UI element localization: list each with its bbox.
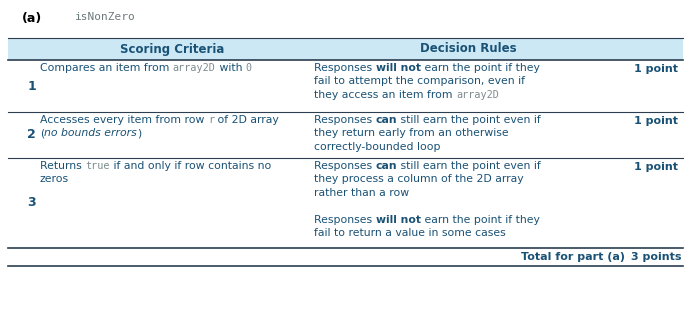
Text: earn the point if they: earn the point if they [421, 63, 540, 73]
Text: Responses: Responses [314, 161, 376, 171]
Text: if and only if row contains no: if and only if row contains no [110, 161, 271, 171]
Text: they process a column of the 2D array: they process a column of the 2D array [314, 174, 524, 184]
Text: fail to return a value in some cases: fail to return a value in some cases [314, 229, 506, 239]
Text: (a): (a) [22, 12, 42, 25]
Text: no bounds errors: no bounds errors [44, 128, 137, 138]
Text: zeros: zeros [40, 174, 69, 184]
Text: they access an item from: they access an item from [314, 90, 456, 100]
Bar [8, 38, 683, 60]
Text: can: can [376, 115, 397, 125]
Text: earn the point if they: earn the point if they [421, 215, 540, 225]
Text: array2D: array2D [456, 90, 499, 100]
Text: rather than a row: rather than a row [314, 188, 409, 198]
Text: still earn the point even if: still earn the point even if [397, 115, 541, 125]
Text: with: with [216, 63, 246, 73]
Text: Returns: Returns [40, 161, 85, 171]
Text: 2: 2 [27, 128, 36, 142]
Text: Total for part (a): Total for part (a) [521, 252, 625, 262]
Text: correctly-bounded loop: correctly-bounded loop [314, 142, 440, 152]
Text: can: can [376, 161, 397, 171]
Text: Responses: Responses [314, 63, 376, 73]
Text: true: true [85, 161, 110, 171]
Text: still earn the point even if: still earn the point even if [397, 161, 541, 171]
Text: Scoring Criteria: Scoring Criteria [120, 43, 224, 55]
Text: (: ( [40, 128, 44, 138]
Text: 1 point: 1 point [634, 162, 678, 172]
Text: Responses: Responses [314, 115, 376, 125]
Text: 1 point: 1 point [634, 116, 678, 126]
Text: 1 point: 1 point [634, 64, 678, 74]
Text: r: r [208, 115, 214, 125]
Text: will not: will not [376, 215, 421, 225]
Text: 3 points: 3 points [631, 252, 681, 262]
Text: fail to attempt the comparison, even if: fail to attempt the comparison, even if [314, 77, 525, 86]
Text: isNonZero: isNonZero [75, 12, 135, 22]
Text: of 2D array: of 2D array [214, 115, 278, 125]
Text: ): ) [137, 128, 141, 138]
Text: Accesses every item from row: Accesses every item from row [40, 115, 208, 125]
Text: Compares an item from: Compares an item from [40, 63, 173, 73]
Text: will not: will not [376, 63, 421, 73]
Text: array2D: array2D [173, 63, 216, 73]
Text: 3: 3 [28, 197, 36, 210]
Text: Responses: Responses [314, 215, 376, 225]
Text: Decision Rules: Decision Rules [420, 43, 517, 55]
Text: 0: 0 [246, 63, 252, 73]
Text: they return early from an otherwise: they return early from an otherwise [314, 128, 509, 138]
Text: 1: 1 [27, 80, 36, 92]
